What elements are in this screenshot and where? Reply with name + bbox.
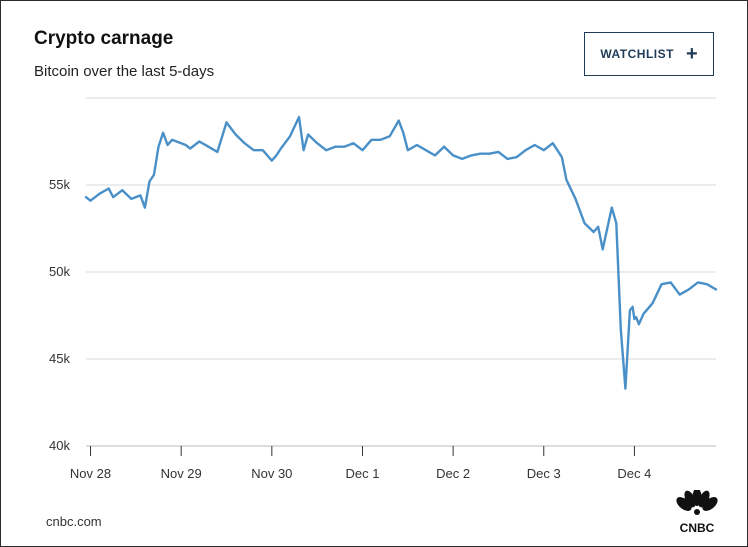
watchlist-label: WATCHLIST (600, 47, 674, 61)
x-tick-label: Dec 1 (345, 466, 379, 481)
x-tick-label: Nov 29 (161, 466, 202, 481)
x-tick-label: Dec 2 (436, 466, 470, 481)
chart-subtitle: Bitcoin over the last 5-days (34, 63, 215, 80)
y-tick-label: 40k (49, 438, 70, 453)
watchlist-button[interactable]: WATCHLIST + (584, 32, 714, 76)
x-tick-label: Dec 4 (617, 466, 651, 481)
plus-icon: + (685, 43, 698, 65)
chart-title: Crypto carnage (34, 28, 174, 49)
x-tick-label: Dec 3 (527, 466, 561, 481)
logo-text: CNBC (680, 521, 715, 534)
cnbc-peacock-logo: CNBC (676, 490, 718, 534)
source-text: cnbc.com (46, 514, 102, 529)
price-line (84, 115, 718, 390)
y-tick-label: 55k (49, 177, 70, 192)
x-tick-label: Nov 30 (251, 466, 292, 481)
x-tick-label: Nov 28 (70, 466, 111, 481)
y-tick-label: 50k (49, 264, 70, 279)
y-tick-label: 45k (49, 351, 70, 366)
